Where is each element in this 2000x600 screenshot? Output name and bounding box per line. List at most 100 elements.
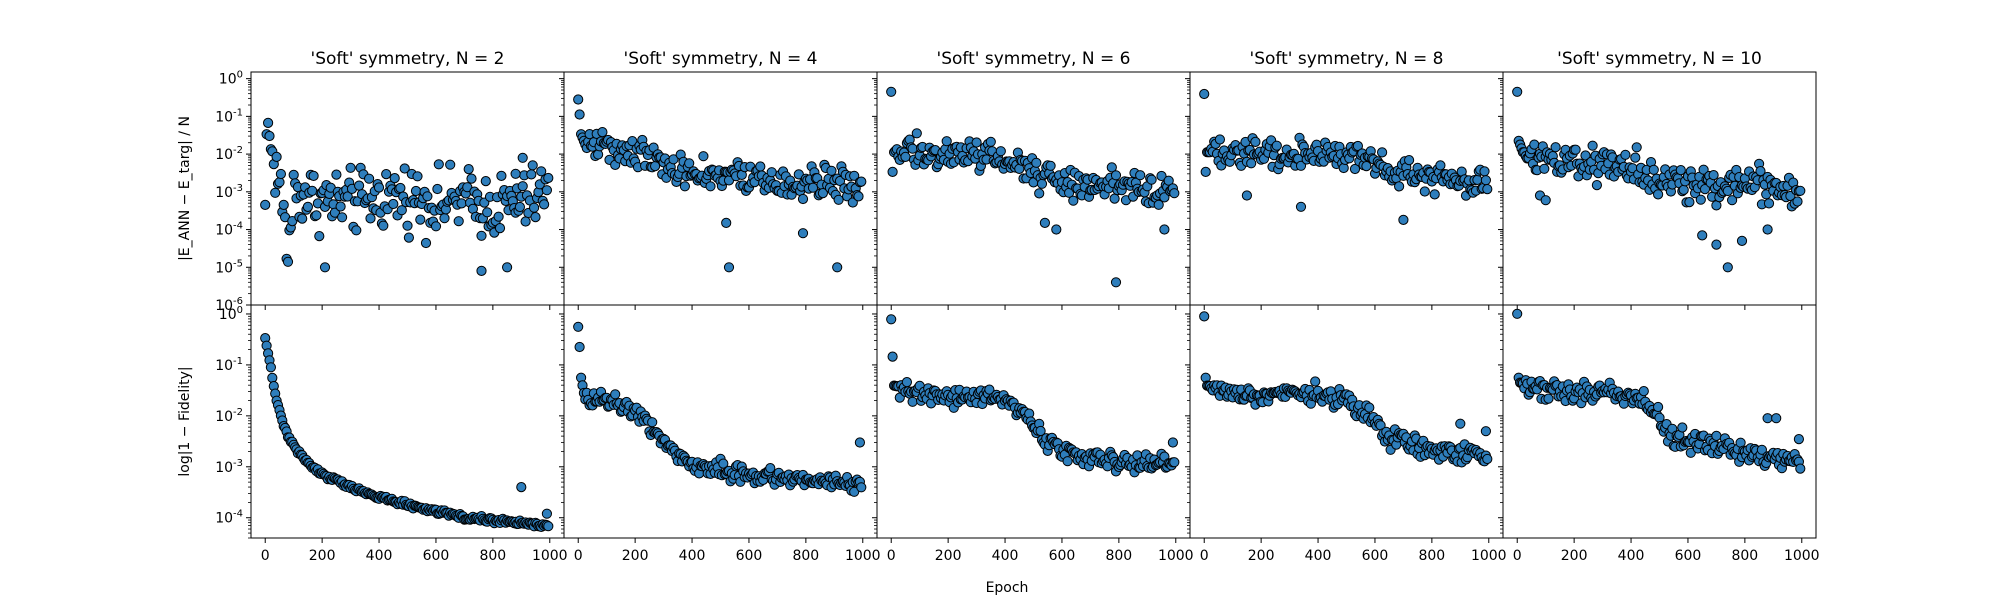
data-point [849,170,860,181]
data-point [1352,140,1364,152]
data-point [1529,139,1540,150]
y-tick-label: 10-4 [215,509,243,527]
data-point [723,262,735,273]
data-point [1699,184,1711,195]
panel-bottom-3: 0 200 400 600 800 1000 [872,304,1194,564]
data-point [1698,164,1709,175]
data-point [314,231,325,242]
data-point [395,182,406,194]
data-point [1200,166,1211,177]
data-point [415,214,426,225]
x-tick-label: 800 [792,548,819,564]
data-point [337,212,348,223]
data-point [911,128,922,139]
panel-frame [563,304,878,539]
data-point [1159,224,1170,235]
data-point [1677,422,1688,433]
data-point [1051,224,1062,235]
data-point [1109,193,1120,204]
x-tick-label: 800 [1731,548,1758,564]
data-point [529,202,540,213]
data-point [536,166,547,177]
x-tick-label: 400 [1305,548,1332,564]
data-point [270,187,281,198]
panel-top-3: 'Soft' symmetry, N = 6 [872,49,1191,310]
x-tick-label: 600 [736,548,763,564]
data-point [1169,188,1180,199]
data-point [466,173,477,184]
panel-frame [1502,304,1817,539]
data-point [364,173,375,184]
data-point [439,213,450,224]
data-point [432,183,443,195]
data-point [1638,386,1649,397]
panel-title: 'Soft' symmetry, N = 2 [311,49,505,69]
data-point [1727,195,1738,206]
x-tick-label: 400 [366,548,393,564]
data-point [984,384,995,395]
x-tick-label: 400 [992,548,1019,564]
data-point [1472,174,1483,185]
data-points [886,86,1180,288]
data-point [765,463,776,474]
data-point [698,151,709,162]
data-point [1110,277,1122,288]
x-tick-label: 600 [1049,548,1076,564]
data-point [263,117,274,129]
data-point [995,146,1006,157]
data-point [307,185,318,196]
y-axis-label: |E_ANN − E_targ| / N [177,116,193,261]
data-point [593,149,604,160]
data-point [1404,155,1415,166]
data-point [1793,434,1805,445]
data-point [985,136,996,147]
data-point [1159,192,1170,203]
data-point [1792,196,1803,207]
data-points [1512,308,1806,474]
data-point [502,262,513,273]
data-point [1512,308,1523,319]
x-tick-label: 200 [935,548,962,564]
data-point [901,377,913,388]
data-point [1653,189,1664,200]
data-point [1241,190,1253,201]
panel-bottom-2: 0 200 400 600 800 1000 [559,304,881,564]
data-point [887,351,898,362]
x-tick-label: 800 [1105,548,1132,564]
data-point [396,205,407,216]
x-tick-label: 0 [887,548,896,564]
data-point [1068,195,1079,206]
x-tick-label: 400 [1618,548,1645,564]
data-point [494,223,506,234]
data-point [319,262,331,273]
data-point [755,161,766,172]
data-point [520,216,531,227]
y-tick-label: 10-6 [215,296,243,314]
data-point [275,168,286,180]
data-point [1146,174,1157,185]
data-point [388,198,399,210]
data-point [826,165,837,176]
x-tick-label: 0 [1513,548,1522,564]
data-point [516,482,527,493]
data-point [856,482,867,493]
data-points [1512,86,1806,273]
panel-top-2: 'Soft' symmetry, N = 4 [559,49,878,310]
data-point [267,372,278,383]
data-point [597,127,608,138]
data-point [1199,311,1210,322]
data-point [1156,170,1167,182]
data-point [1419,186,1430,197]
data-point [718,458,729,469]
data-point [1539,163,1550,174]
data-point [1271,140,1282,151]
data-point [420,237,432,249]
data-point [849,486,860,497]
data-point [833,194,844,205]
data-point [1771,413,1782,424]
data-point [274,177,285,188]
data-point [1630,152,1641,163]
data-point [530,212,541,223]
y-tick-label: 10-1 [215,356,243,374]
data-point [1167,437,1179,448]
